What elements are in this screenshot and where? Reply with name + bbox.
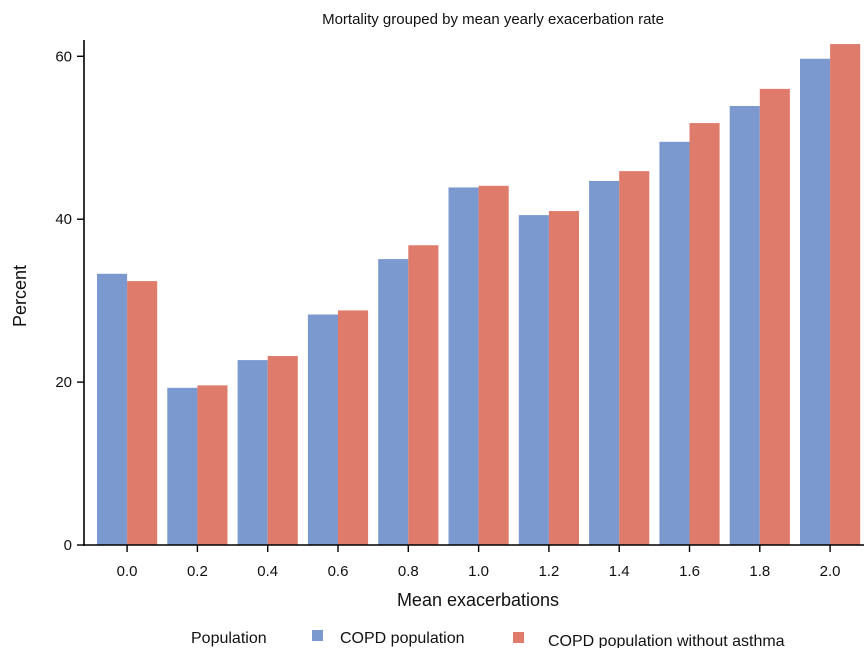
- bar-copd-0.2: [167, 387, 198, 545]
- bar-copd-1.8: [729, 105, 760, 546]
- x-tick-label: 1.4: [609, 563, 630, 580]
- legend: Population COPD population COPD populatio…: [191, 630, 785, 648]
- bar-copd-no-asthma-0.0: [127, 281, 158, 545]
- bar-copd-no-asthma-0.6: [338, 310, 369, 545]
- y-tick-label: 0: [64, 537, 72, 554]
- x-tick-label: 0.4: [257, 563, 278, 580]
- legend-title: Population: [191, 630, 267, 647]
- bar-copd-0.0: [97, 273, 128, 545]
- bar-copd-no-asthma-1.2: [548, 211, 579, 545]
- legend-swatch-copd: [312, 630, 323, 641]
- chart-title: Mortality grouped by mean yearly exacerb…: [322, 11, 664, 28]
- x-tick-label: 0.0: [117, 563, 138, 580]
- y-tick-label: 40: [55, 211, 72, 228]
- bar-copd-no-asthma-0.4: [267, 356, 298, 545]
- y-tick-label: 20: [55, 374, 72, 391]
- bar-copd-1.4: [589, 180, 620, 545]
- legend-swatch-copd-no-asthma: [513, 632, 524, 643]
- x-tick-label: 0.6: [328, 563, 349, 580]
- bar-copd-no-asthma-1.8: [759, 88, 790, 545]
- bar-copd-1.2: [518, 215, 549, 545]
- legend-label-copd-no-asthma: COPD population without asthma: [548, 633, 785, 648]
- bar-copd-no-asthma-0.2: [197, 385, 228, 545]
- bar-copd-0.6: [307, 314, 338, 545]
- x-axis-label: Mean exacerbations: [397, 590, 559, 610]
- bar-copd-no-asthma-1.0: [478, 185, 509, 545]
- bar-copd-no-asthma-1.6: [689, 123, 720, 546]
- bar-copd-0.8: [378, 259, 409, 545]
- bar-copd-no-asthma-2.0: [830, 44, 861, 546]
- bar-copd-2.0: [800, 58, 831, 545]
- x-tick-label: 0.2: [187, 563, 208, 580]
- bar-copd-1.0: [448, 187, 479, 545]
- bars-group: [97, 44, 861, 546]
- bar-copd-1.6: [659, 141, 690, 545]
- x-axis: 0.0 0.2 0.4 0.6 0.8 1.0 1.2 1.4 1.6 1.8 2.0: [83, 544, 864, 580]
- x-tick-label: 1.0: [468, 563, 489, 580]
- x-tick-label: 2.0: [820, 563, 841, 580]
- y-axis: 0 20 40 60: [55, 40, 85, 554]
- y-tick-label: 60: [55, 48, 72, 65]
- x-tick-label: 1.8: [749, 563, 770, 580]
- y-axis-label: Percent: [10, 265, 30, 327]
- x-tick-label: 1.2: [538, 563, 559, 580]
- bar-copd-no-asthma-0.8: [408, 245, 439, 546]
- bar-copd-0.4: [237, 360, 268, 545]
- x-tick-label: 0.8: [398, 563, 419, 580]
- x-tick-label: 1.6: [679, 563, 700, 580]
- legend-label-copd: COPD population: [340, 630, 465, 647]
- bar-copd-no-asthma-1.4: [619, 171, 650, 546]
